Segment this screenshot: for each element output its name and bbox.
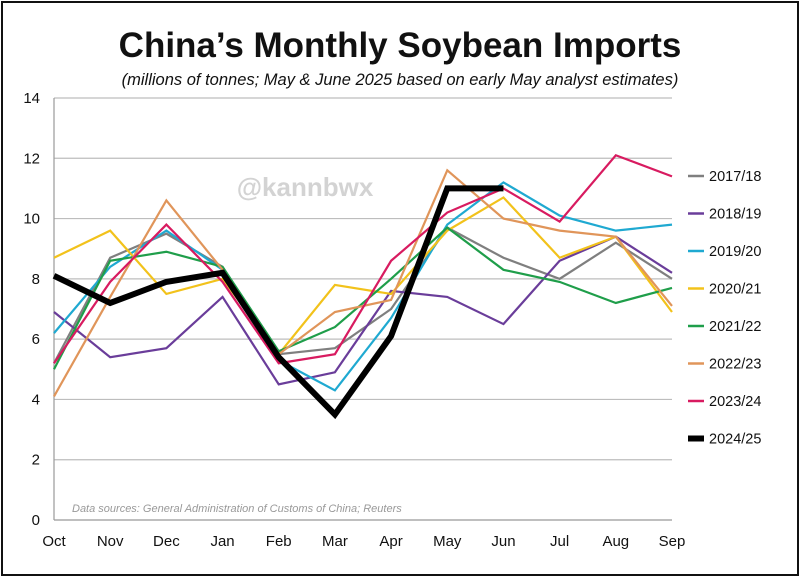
legend-label: 2021/22 — [709, 319, 761, 335]
x-tick-label: Dec — [153, 533, 180, 550]
x-tick-label: Feb — [266, 533, 292, 550]
chart-title: China’s Monthly Soybean Imports — [118, 26, 682, 65]
legend-label: 2019/20 — [709, 244, 761, 260]
series-line-2018-19 — [53, 235, 673, 386]
x-tick-label: Sep — [659, 533, 686, 550]
y-tick-label: 8 — [32, 271, 40, 288]
series-line-2019-20 — [53, 181, 673, 392]
series-line-2024-25 — [52, 185, 504, 420]
y-tick-label: 4 — [32, 391, 40, 408]
legend-label: 2018/19 — [709, 207, 761, 223]
x-tick-label: Jul — [550, 533, 569, 550]
y-tick-label: 0 — [32, 512, 40, 529]
series-line-2017-18 — [53, 226, 673, 364]
legend-label: 2024/25 — [709, 432, 761, 448]
x-tick-label: Jan — [210, 533, 234, 550]
x-tick-label: Aug — [602, 533, 629, 550]
source-note: Data sources: General Administration of … — [72, 503, 402, 515]
x-tick-label: Mar — [322, 533, 348, 550]
series-line-2022-23 — [53, 168, 673, 397]
legend-label: 2017/18 — [709, 169, 761, 185]
legend-label: 2023/24 — [709, 394, 761, 410]
y-tick-label: 6 — [32, 331, 40, 348]
x-tick-label: Jun — [491, 533, 515, 550]
series-line-2023-24 — [53, 153, 673, 365]
chart-subtitle: (millions of tonnes; May & June 2025 bas… — [121, 71, 679, 89]
y-tick-label: 14 — [23, 90, 40, 107]
x-tick-label: Nov — [97, 533, 124, 550]
series-line-2021-22 — [53, 226, 673, 370]
legend-label: 2022/23 — [709, 357, 761, 373]
x-tick-label: Apr — [379, 533, 402, 550]
x-tick-label: Oct — [42, 533, 66, 550]
x-tick-label: May — [433, 533, 462, 550]
watermark: @kannbwx — [237, 172, 374, 202]
y-tick-label: 2 — [32, 452, 40, 469]
legend-label: 2020/21 — [709, 282, 761, 298]
y-tick-label: 12 — [23, 150, 40, 167]
y-tick-label: 10 — [23, 211, 40, 228]
